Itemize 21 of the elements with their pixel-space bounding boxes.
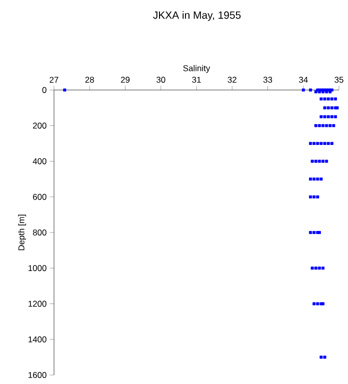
y-tick-label: 400 <box>32 158 46 164</box>
x-tick-label: 28 <box>85 76 94 83</box>
x-tick-label: 34 <box>298 76 308 83</box>
x-tick-label: 29 <box>120 76 130 83</box>
x-tick-label: 35 <box>334 76 344 83</box>
chart-title: JKXA in May, 1955 <box>153 11 241 21</box>
y-tick-label: 600 <box>33 194 46 200</box>
x-axis-title: Salinity <box>183 64 210 73</box>
y-tick-label: 0 <box>42 87 46 93</box>
x-tick-label: 30 <box>156 76 166 83</box>
y-tick-label: 200 <box>33 122 46 129</box>
y-tick-label: 800 <box>32 230 46 236</box>
y-tick-label: 1400 <box>28 336 46 342</box>
y-tick-label: 1200 <box>28 300 46 307</box>
y-axis-title: Depth [m] <box>18 214 26 250</box>
x-tick-label: 33 <box>263 76 272 83</box>
y-tick-label: 1600 <box>28 372 46 378</box>
x-tick-label: 32 <box>228 76 236 83</box>
y-tick-label: 1000 <box>28 265 46 272</box>
x-tick-label: 31 <box>192 76 201 83</box>
x-tick-label: 27 <box>50 76 58 83</box>
